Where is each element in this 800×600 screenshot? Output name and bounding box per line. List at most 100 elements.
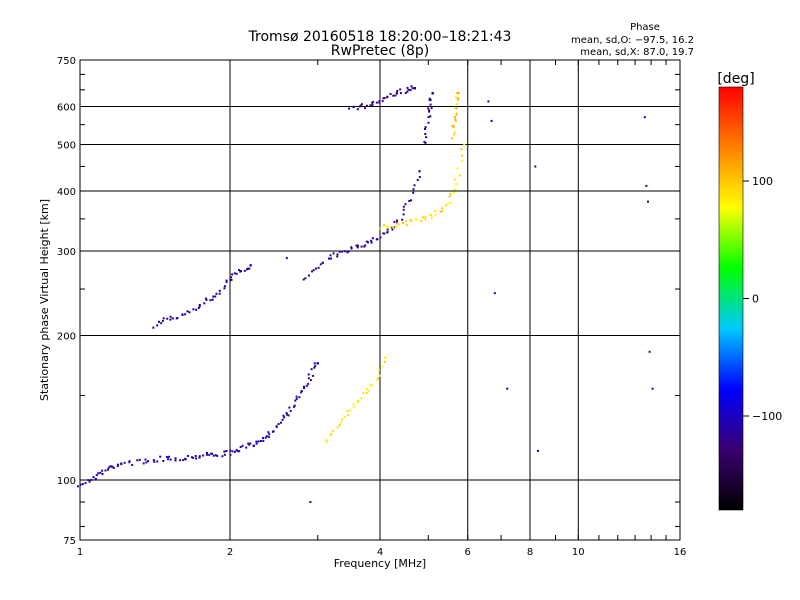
data-point (357, 399, 360, 402)
data-point (111, 465, 114, 468)
data-point (358, 105, 361, 108)
data-point (198, 456, 201, 459)
data-point (81, 483, 84, 486)
data-point (316, 362, 319, 365)
data-point (399, 88, 402, 91)
data-point (399, 92, 402, 95)
data-point (381, 100, 384, 103)
data-point (386, 95, 389, 98)
data-point (99, 471, 102, 474)
y-tick-label: 200 (57, 332, 76, 343)
data-point (424, 128, 426, 130)
data-point (422, 216, 424, 219)
data-point (179, 459, 182, 462)
data-point (294, 399, 297, 402)
data-point (307, 377, 310, 380)
data-point (537, 449, 539, 452)
data-point (457, 97, 460, 100)
data-point (395, 225, 398, 228)
data-point (331, 429, 334, 432)
x-tick-label: 6 (465, 547, 471, 558)
data-point (225, 279, 228, 282)
data-point (307, 373, 310, 376)
data-point (398, 223, 401, 226)
data-point (338, 424, 341, 427)
data-point (313, 366, 316, 369)
y-axis-label: Stationary phase Virtual Height [km] (38, 199, 51, 401)
data-point (402, 222, 404, 224)
data-point (356, 401, 359, 404)
data-point (506, 387, 509, 390)
data-point (490, 119, 493, 122)
data-point (330, 257, 333, 260)
data-point (413, 184, 416, 187)
data-point (410, 219, 413, 222)
data-point (145, 461, 148, 464)
data-point (186, 310, 189, 313)
data-point (352, 105, 355, 108)
chart-title: Tromsø 20160518 18:20:00–18:21:43 (248, 29, 512, 45)
data-point (304, 277, 307, 280)
data-point (402, 205, 405, 208)
axis-ticks: 1 2 4 6 8 10 16 75 100 200 300 400 500 600 750 (57, 56, 686, 558)
data-point (277, 423, 280, 425)
data-point (194, 455, 197, 457)
data-point (371, 237, 374, 240)
data-point (168, 455, 170, 458)
data-point (434, 213, 437, 216)
data-point (378, 100, 381, 103)
data-point (287, 414, 290, 417)
data-point (206, 451, 208, 454)
chart-subtitle: RwPretec (8p) (331, 43, 429, 59)
data-point (430, 216, 433, 219)
data-point (456, 92, 458, 95)
data-point (128, 461, 131, 464)
data-point (212, 454, 215, 457)
data-point (643, 116, 646, 119)
data-point (388, 225, 391, 228)
data-point (424, 141, 427, 144)
data-point (303, 387, 306, 390)
data-point (208, 453, 211, 456)
data-point (257, 440, 260, 443)
data-point (315, 267, 317, 270)
data-point (112, 467, 115, 469)
data-point (651, 387, 654, 390)
data-point (153, 460, 156, 463)
y-tick-label: 100 (57, 476, 76, 487)
data-point (429, 115, 432, 118)
data-point (160, 322, 163, 325)
data-point (456, 98, 459, 101)
data-point (453, 133, 455, 136)
data-point (336, 255, 339, 258)
data-point (429, 98, 432, 101)
data-point (167, 458, 169, 461)
data-point (369, 104, 372, 107)
data-point (311, 270, 314, 273)
data-point (405, 224, 408, 227)
data-point (198, 305, 201, 308)
data-point (391, 228, 394, 231)
data-point (165, 456, 168, 458)
data-point (231, 450, 234, 453)
data-point (249, 264, 252, 267)
data-point (209, 299, 212, 302)
data-point (371, 103, 374, 106)
data-point (267, 431, 270, 434)
data-point (458, 174, 461, 177)
data-point (453, 188, 456, 191)
data-point (210, 452, 213, 455)
grid-lines (80, 60, 680, 540)
data-point (455, 182, 458, 185)
data-point (352, 406, 355, 409)
data-point (427, 116, 430, 119)
data-point (362, 392, 365, 394)
data-point (386, 231, 389, 234)
data-point (384, 356, 387, 359)
data-point (295, 397, 298, 400)
data-point (92, 476, 95, 479)
data-point (203, 302, 206, 305)
data-point (107, 466, 110, 469)
data-point (346, 410, 349, 413)
data-point (431, 92, 434, 95)
